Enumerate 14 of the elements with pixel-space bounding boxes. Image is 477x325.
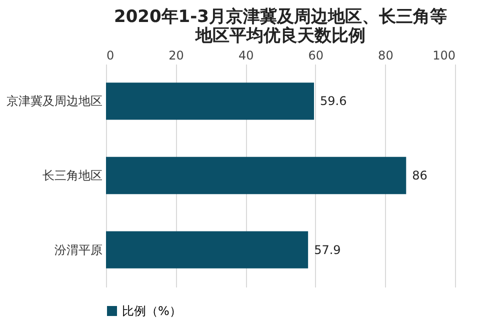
x-tick-label: 80 [378,48,394,62]
x-tick-label: 100 [432,48,456,62]
x-tick-label: 60 [308,48,324,62]
x-tick-label: 0 [106,48,114,62]
data-label: 86 [412,168,428,182]
legend-label: 比例（%） [122,304,182,318]
data-label: 57.9 [314,242,341,257]
data-label: 59.6 [320,94,347,108]
y-tick-label: 长三角地区 [42,168,102,182]
y-tick-label: 汾渭平原 [54,242,102,257]
x-tick-label: 20 [168,48,184,62]
y-tick-label: 京津冀及周边地区 [6,94,102,108]
x-tick-label: 40 [238,48,254,62]
chart-title: 2020年1-3月京津冀及周边地区、长三角等地区平均优良天数比例 [114,7,448,46]
